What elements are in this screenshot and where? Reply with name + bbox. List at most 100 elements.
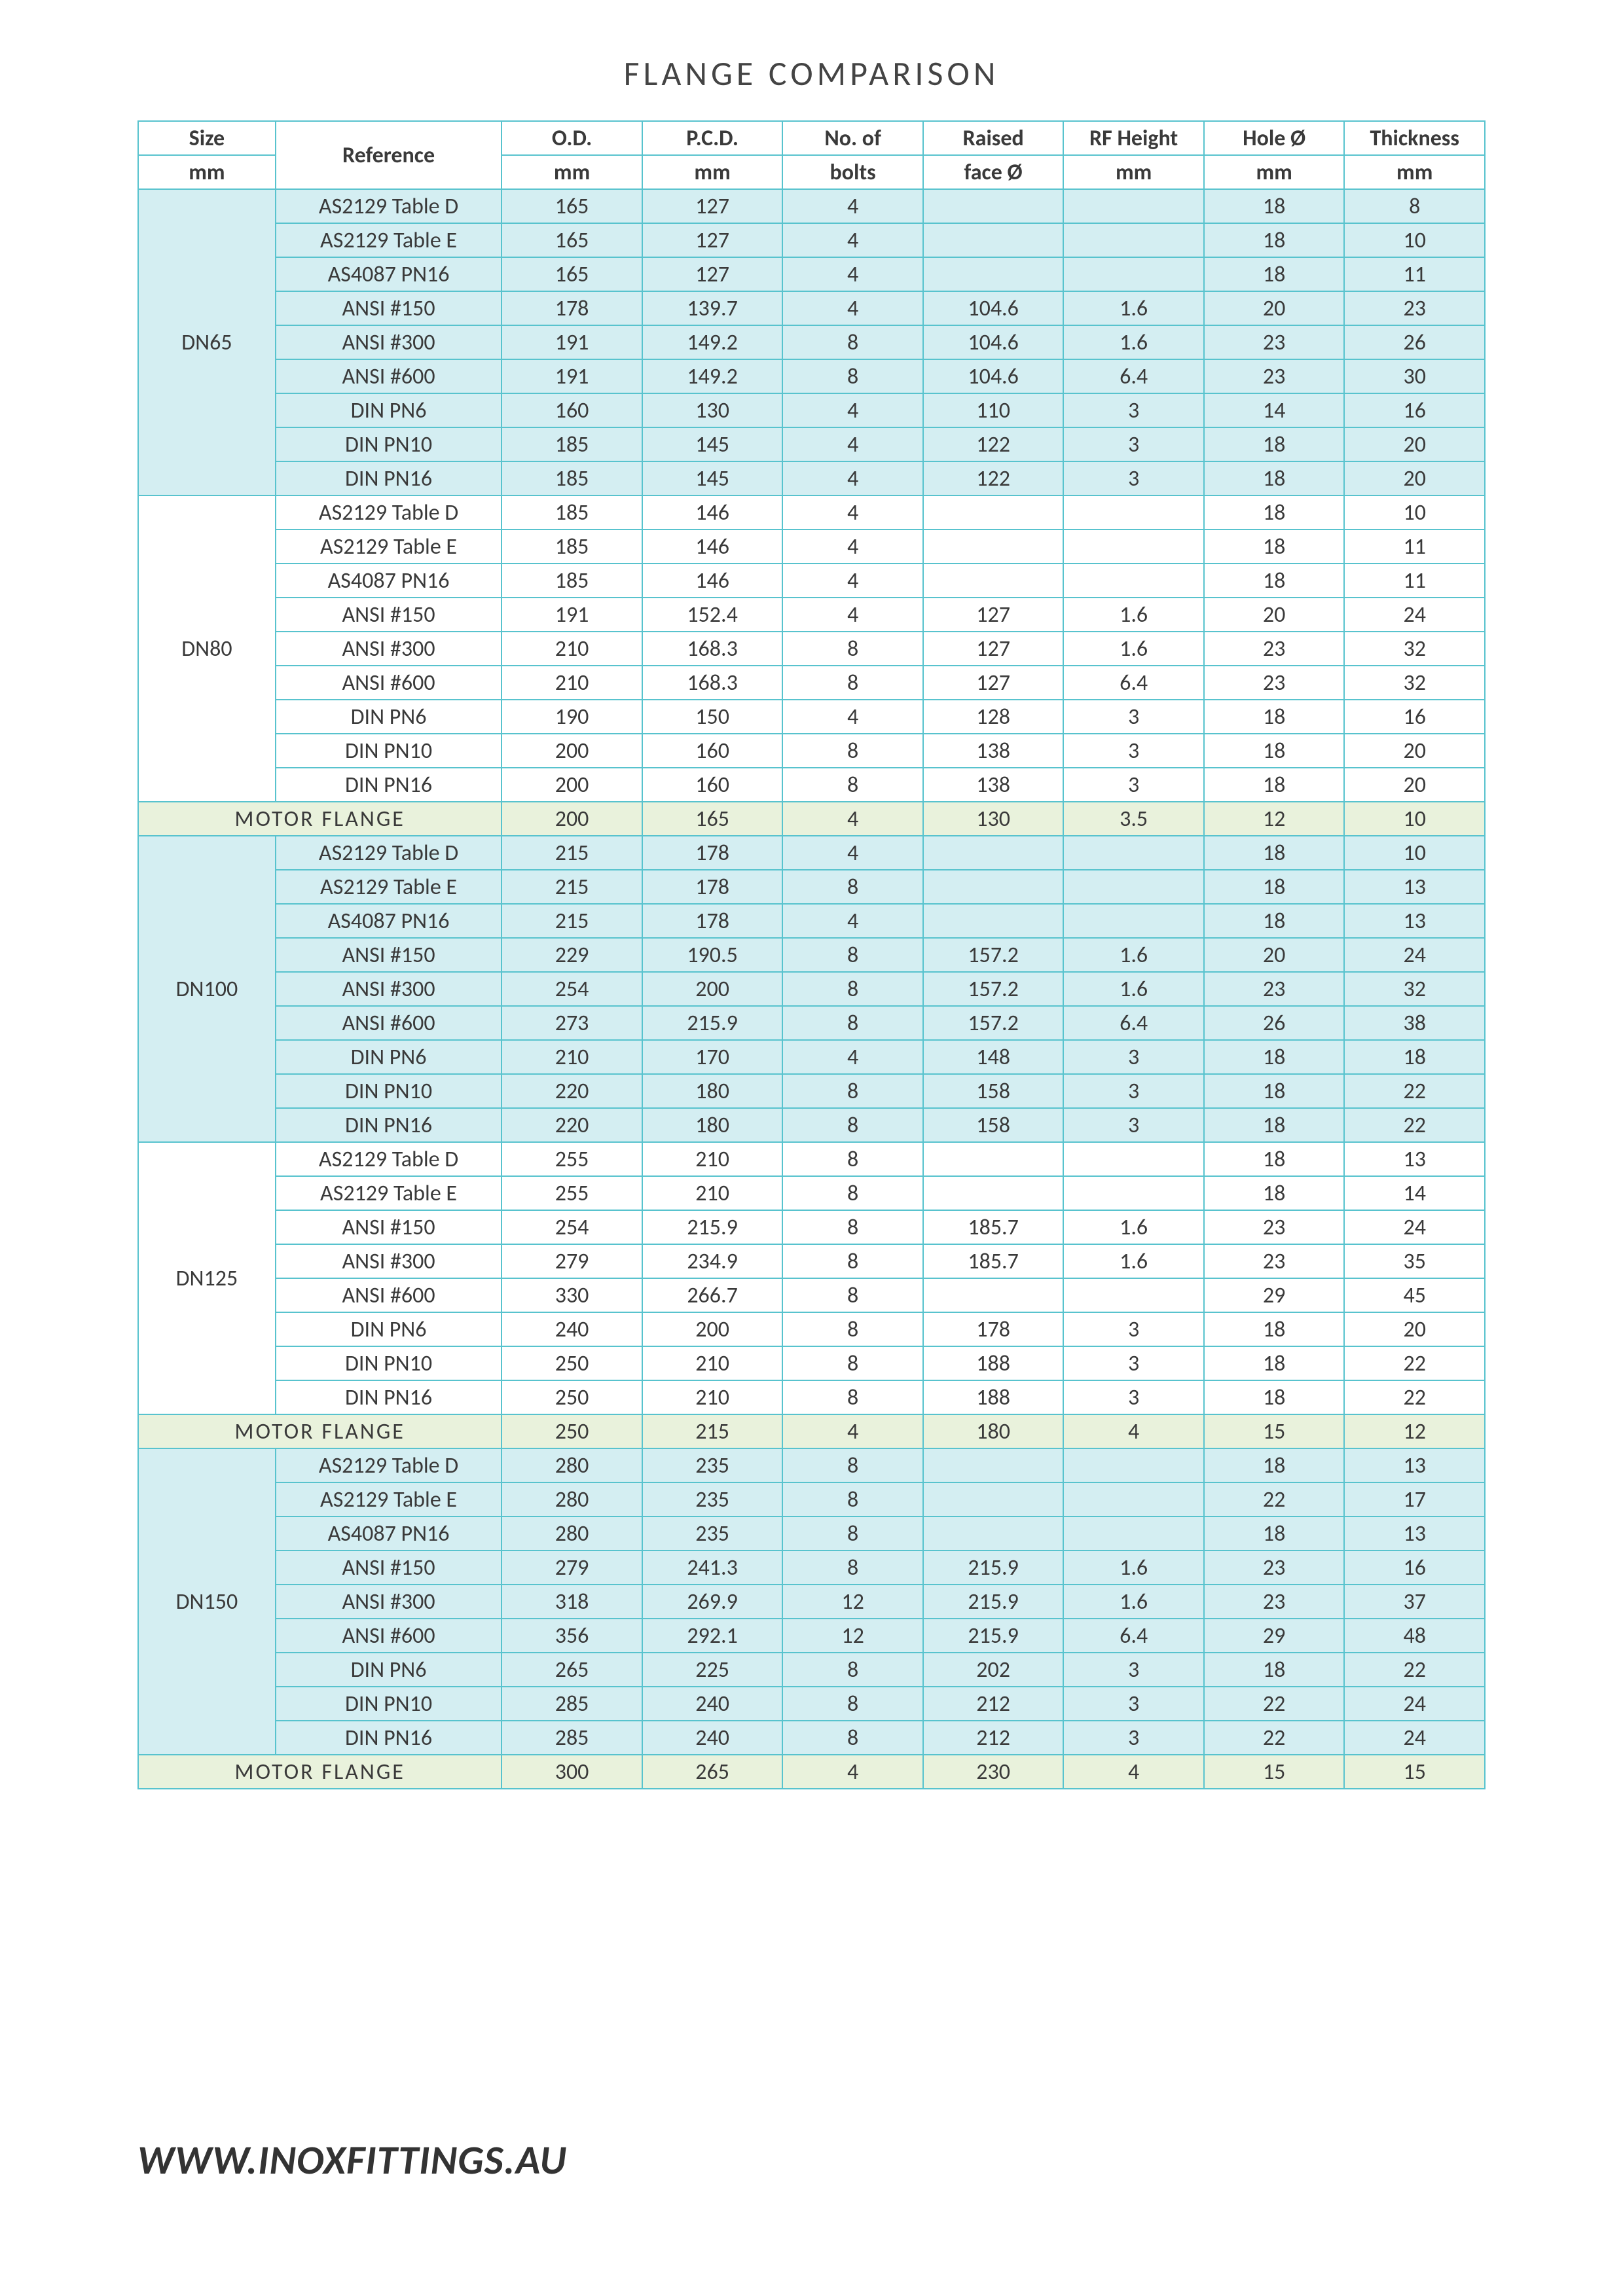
cell-hole: 18 xyxy=(1204,495,1345,529)
cell-rf: 212 xyxy=(923,1687,1064,1721)
cell-od: 191 xyxy=(501,598,642,632)
cell-pcd: 160 xyxy=(642,734,783,768)
cell-thk: 11 xyxy=(1344,564,1485,598)
cell-thk: 10 xyxy=(1344,802,1485,836)
cell-pcd: 235 xyxy=(642,1448,783,1482)
cell-rfh: 3 xyxy=(1063,427,1204,461)
reference-cell: DIN PN16 xyxy=(276,1380,502,1414)
table-row: DN125AS2129 Table D25521081813 xyxy=(138,1142,1485,1176)
cell-hole: 15 xyxy=(1204,1414,1345,1448)
reference-cell: AS2129 Table D xyxy=(276,495,502,529)
reference-cell: ANSI #150 xyxy=(276,938,502,972)
cell-hole: 20 xyxy=(1204,291,1345,325)
cell-rfh xyxy=(1063,904,1204,938)
cell-od: 240 xyxy=(501,1312,642,1346)
reference-cell: DIN PN10 xyxy=(276,1074,502,1108)
reference-cell: ANSI #150 xyxy=(276,1210,502,1244)
cell-hole: 18 xyxy=(1204,1448,1345,1482)
cell-od: 165 xyxy=(501,257,642,291)
cell-od: 200 xyxy=(501,768,642,802)
cell-rfh: 1.6 xyxy=(1063,972,1204,1006)
cell-pcd: 235 xyxy=(642,1482,783,1516)
cell-thk: 11 xyxy=(1344,529,1485,564)
table-row: AS4087 PN1628023581813 xyxy=(138,1516,1485,1551)
cell-thk: 32 xyxy=(1344,666,1485,700)
cell-hole: 18 xyxy=(1204,427,1345,461)
cell-rf: 185.7 xyxy=(923,1244,1064,1278)
col-hole-1: Hole Ø xyxy=(1204,121,1345,155)
cell-rfh: 1.6 xyxy=(1063,325,1204,359)
cell-bolts: 8 xyxy=(782,1482,923,1516)
cell-hole: 29 xyxy=(1204,1619,1345,1653)
col-size-1: Size xyxy=(138,121,276,155)
cell-hole: 23 xyxy=(1204,1585,1345,1619)
cell-od: 200 xyxy=(501,802,642,836)
reference-cell: ANSI #600 xyxy=(276,666,502,700)
cell-hole: 18 xyxy=(1204,461,1345,495)
cell-rf: 188 xyxy=(923,1380,1064,1414)
cell-od: 318 xyxy=(501,1585,642,1619)
cell-rf xyxy=(923,1176,1064,1210)
cell-rf: 215.9 xyxy=(923,1619,1064,1653)
cell-pcd: 149.2 xyxy=(642,325,783,359)
cell-bolts: 4 xyxy=(782,1755,923,1789)
cell-bolts: 8 xyxy=(782,1312,923,1346)
cell-bolts: 8 xyxy=(782,870,923,904)
cell-rf xyxy=(923,223,1064,257)
cell-od: 285 xyxy=(501,1687,642,1721)
cell-rf: 157.2 xyxy=(923,938,1064,972)
cell-thk: 30 xyxy=(1344,359,1485,393)
cell-hole: 18 xyxy=(1204,189,1345,223)
cell-hole: 18 xyxy=(1204,1040,1345,1074)
cell-pcd: 215.9 xyxy=(642,1006,783,1040)
cell-bolts: 8 xyxy=(782,1721,923,1755)
cell-rf xyxy=(923,1516,1064,1551)
table-row: ANSI #600191149.28104.66.42330 xyxy=(138,359,1485,393)
cell-od: 279 xyxy=(501,1244,642,1278)
cell-od: 210 xyxy=(501,1040,642,1074)
col-thk-1: Thickness xyxy=(1344,121,1485,155)
cell-pcd: 180 xyxy=(642,1108,783,1142)
table-row: ANSI #300210168.381271.62332 xyxy=(138,632,1485,666)
table-row: DIN PN10250210818831822 xyxy=(138,1346,1485,1380)
cell-rfh: 6.4 xyxy=(1063,1619,1204,1653)
cell-bolts: 12 xyxy=(782,1619,923,1653)
table-row: ANSI #300191149.28104.61.62326 xyxy=(138,325,1485,359)
cell-rf xyxy=(923,257,1064,291)
table-row: ANSI #600210168.381276.42332 xyxy=(138,666,1485,700)
cell-thk: 13 xyxy=(1344,1448,1485,1482)
cell-thk: 24 xyxy=(1344,598,1485,632)
cell-rf: 104.6 xyxy=(923,359,1064,393)
cell-bolts: 4 xyxy=(782,802,923,836)
cell-rf xyxy=(923,836,1064,870)
table-row: DN100AS2129 Table D21517841810 xyxy=(138,836,1485,870)
cell-rfh: 6.4 xyxy=(1063,1006,1204,1040)
cell-thk: 16 xyxy=(1344,700,1485,734)
cell-pcd: 265 xyxy=(642,1755,783,1789)
reference-cell: AS4087 PN16 xyxy=(276,904,502,938)
table-row: AS4087 PN1616512741811 xyxy=(138,257,1485,291)
cell-od: 255 xyxy=(501,1176,642,1210)
cell-hole: 23 xyxy=(1204,972,1345,1006)
table-row: DIN PN10220180815831822 xyxy=(138,1074,1485,1108)
cell-rfh xyxy=(1063,495,1204,529)
cell-hole: 18 xyxy=(1204,836,1345,870)
cell-thk: 22 xyxy=(1344,1653,1485,1687)
cell-thk: 20 xyxy=(1344,768,1485,802)
cell-pcd: 210 xyxy=(642,1176,783,1210)
cell-pcd: 200 xyxy=(642,1312,783,1346)
cell-hole: 18 xyxy=(1204,257,1345,291)
cell-od: 250 xyxy=(501,1414,642,1448)
reference-cell: AS2129 Table D xyxy=(276,1448,502,1482)
cell-rfh xyxy=(1063,870,1204,904)
table-row: AS2129 Table E21517881813 xyxy=(138,870,1485,904)
cell-rf: 104.6 xyxy=(923,325,1064,359)
cell-rf xyxy=(923,189,1064,223)
cell-hole: 15 xyxy=(1204,1755,1345,1789)
cell-thk: 20 xyxy=(1344,461,1485,495)
cell-od: 255 xyxy=(501,1142,642,1176)
cell-od: 280 xyxy=(501,1482,642,1516)
cell-hole: 18 xyxy=(1204,1653,1345,1687)
reference-cell: ANSI #300 xyxy=(276,972,502,1006)
cell-hole: 23 xyxy=(1204,1244,1345,1278)
